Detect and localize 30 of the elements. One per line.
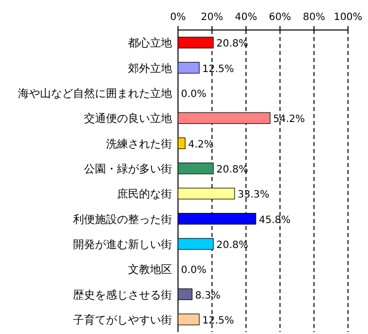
y-tick-label: 利便施設の整った街: [73, 212, 172, 226]
y-tick-label: 都心立地: [128, 36, 172, 50]
data-label: 12.5%: [202, 64, 234, 75]
data-label: 8.3%: [195, 290, 221, 302]
data-label: 20.8%: [216, 240, 248, 251]
y-tick-label: 子育てがしやすい街: [73, 313, 172, 326]
y-tick-label: 交通便の良い立地: [84, 112, 172, 126]
y-tick-label: 庶民的な街: [117, 188, 172, 201]
x-tick-label: 0%: [170, 12, 186, 23]
x-tick-label: 60%: [268, 12, 292, 23]
x-tick-label: 20%: [200, 12, 224, 23]
y-tick-label: 洗練された街: [106, 137, 172, 150]
x-tick-label: 40%: [234, 12, 258, 23]
y-tick-label: 公園・緑が多い街: [84, 162, 172, 176]
data-label: 33.3%: [238, 190, 270, 201]
y-tick-label: 郊外立地: [128, 62, 172, 75]
x-tick-label: 100%: [334, 12, 362, 23]
data-label: 54.2%: [273, 114, 305, 126]
data-label: 20.8%: [216, 38, 248, 50]
y-tick-label: 海や山など自然に囲まれた立地: [18, 86, 172, 100]
data-label: 0.0%: [181, 265, 206, 276]
data-label: 45.8%: [258, 214, 291, 226]
data-label: 12.5%: [202, 315, 234, 326]
data-label: 0.0%: [181, 88, 206, 100]
data-label: 20.8%: [216, 164, 248, 176]
y-tick-label: 文教地区: [128, 263, 172, 276]
y-tick-label: 歴史を感じさせる街: [73, 288, 172, 302]
y-tick-label: 開発が進む新しい街: [73, 238, 172, 251]
data-label: 4.2%: [188, 139, 214, 150]
x-tick-label: 80%: [302, 12, 326, 23]
